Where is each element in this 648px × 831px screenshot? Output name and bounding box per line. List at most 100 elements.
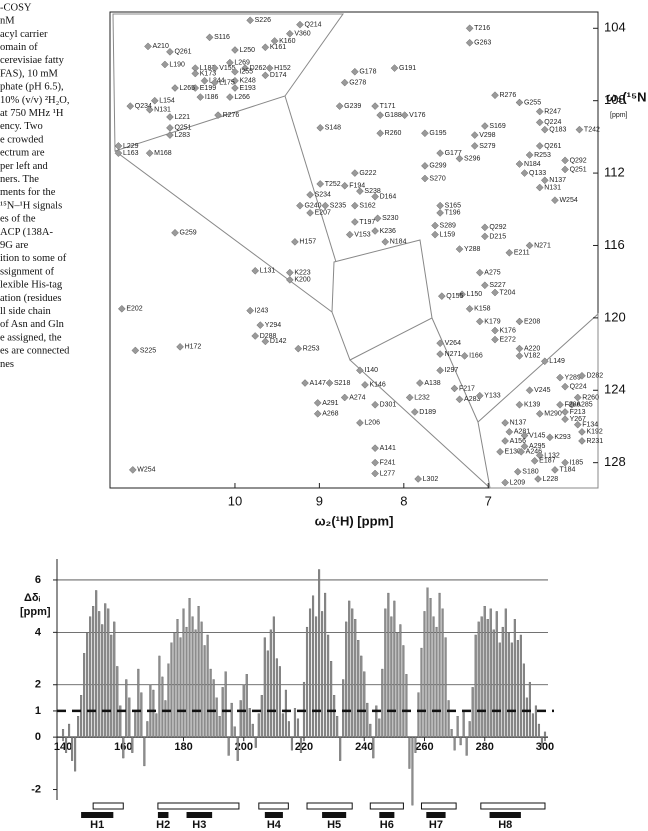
x-tick-label: 7	[485, 493, 492, 508]
bar	[104, 603, 107, 738]
bar	[170, 642, 173, 738]
peak-label: L302	[423, 476, 439, 483]
bar	[402, 645, 405, 738]
peak-label: T242	[584, 126, 600, 133]
bar	[134, 710, 137, 738]
peak	[371, 227, 379, 235]
peak	[371, 444, 379, 453]
peak	[261, 71, 270, 80]
caption-line: ectrum are	[0, 148, 45, 159]
peak	[114, 142, 123, 150]
peak	[491, 288, 499, 297]
peak-label: M168	[154, 150, 172, 157]
peak	[414, 475, 423, 483]
peak	[437, 292, 446, 301]
peak	[261, 43, 270, 52]
region-box	[477, 312, 599, 489]
bar	[260, 695, 263, 738]
peak-label: A246	[526, 449, 542, 456]
caption-line: FAS), 10 mM	[0, 68, 59, 79]
peak	[226, 58, 234, 67]
caption-line: ¹⁵N–¹H signals	[0, 200, 62, 211]
bar	[471, 687, 474, 738]
caption-line: 9G are	[0, 240, 29, 251]
peak-label: V264	[445, 340, 461, 347]
bar	[272, 616, 275, 738]
peak-label: S116	[214, 34, 230, 41]
peak-label: A285	[576, 402, 592, 409]
peak-label: L250	[239, 47, 255, 54]
peak-label: E272	[499, 336, 515, 343]
x-tick-label: 220	[295, 741, 313, 753]
bar	[498, 642, 501, 738]
bar	[492, 629, 495, 738]
peak-label: E193	[239, 85, 255, 92]
peak	[246, 306, 255, 315]
peak-label: F217	[459, 385, 475, 392]
bar	[269, 629, 272, 738]
bar	[278, 666, 281, 738]
peak-label: N137	[510, 420, 527, 427]
bar	[281, 713, 284, 738]
peak	[573, 393, 582, 402]
bar	[366, 702, 369, 738]
peak-label: I297	[445, 367, 459, 374]
peak	[400, 111, 409, 120]
peak	[171, 84, 179, 92]
peak	[505, 428, 514, 436]
bar	[110, 634, 113, 738]
peak	[458, 290, 466, 299]
peak	[196, 93, 205, 101]
peak	[491, 335, 499, 344]
helix-box	[81, 812, 114, 818]
peak	[316, 180, 325, 188]
spectrum-frame	[109, 11, 599, 489]
peak	[491, 326, 499, 335]
bar	[161, 676, 164, 738]
x-tick-label: 10	[228, 493, 242, 508]
peak	[475, 391, 484, 400]
helix-box	[322, 812, 347, 818]
y-tick-label: 128	[604, 454, 626, 469]
peak	[481, 122, 489, 130]
y-axis-label: Δδᵢ	[24, 592, 41, 604]
peak-label: N271	[534, 242, 551, 249]
peak	[567, 400, 576, 409]
peak	[534, 475, 542, 483]
peak-label: A295	[529, 443, 545, 450]
caption-line: lexible His-tag	[0, 280, 63, 291]
peak	[501, 437, 509, 445]
peak-label: G178	[359, 69, 376, 76]
peak	[285, 268, 294, 277]
bar	[215, 697, 218, 738]
peak	[491, 91, 499, 100]
bar	[167, 663, 170, 738]
y-tick-label: -2	[31, 783, 41, 795]
bar	[336, 716, 339, 738]
peak	[131, 346, 140, 355]
peak	[501, 478, 509, 487]
bar	[411, 736, 414, 806]
bar	[305, 626, 309, 738]
helix-label: H7	[429, 819, 443, 831]
peak	[515, 344, 524, 353]
peak-label: K248	[239, 78, 255, 85]
peak-label: L266	[234, 94, 250, 101]
peak-label: F134	[582, 421, 598, 428]
peak	[436, 209, 444, 217]
peak	[530, 456, 539, 465]
x-tick-label: 8	[400, 493, 407, 508]
peak	[161, 60, 169, 69]
peak-label: A281	[514, 429, 530, 436]
peak-label: L209	[510, 479, 526, 486]
peak	[313, 409, 322, 418]
peak	[561, 458, 569, 467]
bar	[230, 702, 233, 738]
peak-label: S165	[445, 203, 461, 210]
caption-line: ners. The	[0, 174, 39, 185]
bar	[324, 592, 327, 738]
bar	[302, 681, 306, 738]
peak	[465, 304, 474, 313]
peak	[371, 192, 379, 201]
peak-label: D164	[380, 193, 397, 200]
